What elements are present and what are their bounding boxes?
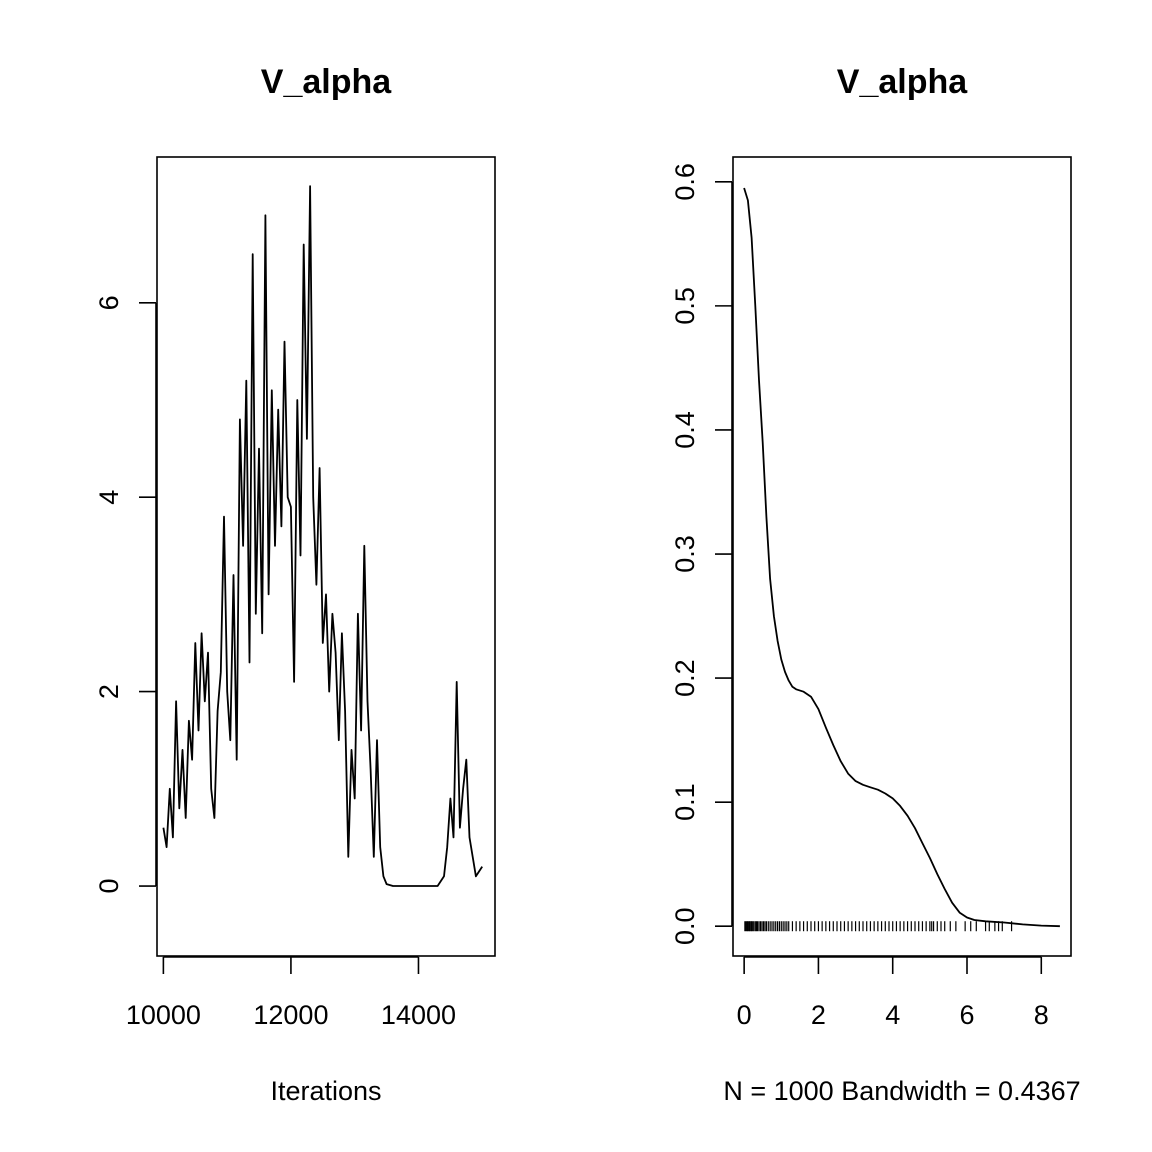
density-plot-x-label: N = 1000 Bandwidth = 0.4367	[723, 1076, 1080, 1106]
trace-plot-frame	[156, 156, 496, 957]
density-plot-rug	[744, 921, 1013, 932]
trace-plot-y-axis: 0 2 4 6	[94, 295, 157, 894]
density-plot-panel: V_alpha 0.0 0.1 0.2 0.3 0.4 0.5 0.6 0 2 4 6 8 N = …	[670, 63, 1081, 1106]
density-plot-frame	[732, 156, 1072, 957]
trace-plot-title: V_alpha	[261, 63, 392, 101]
density-plot-title: V_alpha	[837, 63, 968, 101]
density-plot-x-axis: 0 2 4 6 8	[737, 956, 1049, 1030]
density-y-tick-label: 0.5	[670, 287, 700, 325]
density-y-tick-label: 0.3	[670, 535, 700, 573]
trace-plot-x-axis: 10000 12000 14000	[126, 956, 456, 1030]
density-x-tick-label: 0	[737, 1000, 752, 1030]
density-y-tick-label: 0.1	[670, 783, 700, 821]
density-y-tick-label: 0.4	[670, 411, 700, 449]
trace-plot-x-label: Iterations	[270, 1076, 381, 1106]
density-plot-y-axis: 0.0 0.1 0.2 0.3 0.4 0.5 0.6	[670, 163, 733, 945]
trace-y-tick-label: 2	[94, 684, 124, 699]
density-x-tick-label: 2	[811, 1000, 826, 1030]
trace-y-tick-label: 4	[94, 490, 124, 505]
density-y-tick-label: 0.0	[670, 907, 700, 945]
density-plot-curve	[743, 187, 1060, 928]
density-x-tick-label: 4	[885, 1000, 900, 1030]
density-x-tick-label: 8	[1034, 1000, 1049, 1030]
trace-x-tick-label: 12000	[253, 1000, 328, 1030]
density-x-tick-label: 6	[959, 1000, 974, 1030]
density-y-tick-label: 0.6	[670, 163, 700, 201]
trace-y-tick-label: 6	[94, 295, 124, 310]
trace-x-tick-label: 14000	[381, 1000, 456, 1030]
trace-y-tick-label: 0	[94, 878, 124, 893]
trace-plot-series-line	[162, 185, 483, 887]
trace-plot-panel: V_alpha 0 2 4 6 10000 12000 14000 Iterations	[94, 63, 496, 1106]
density-y-tick-label: 0.2	[670, 659, 700, 697]
trace-x-tick-label: 10000	[126, 1000, 201, 1030]
